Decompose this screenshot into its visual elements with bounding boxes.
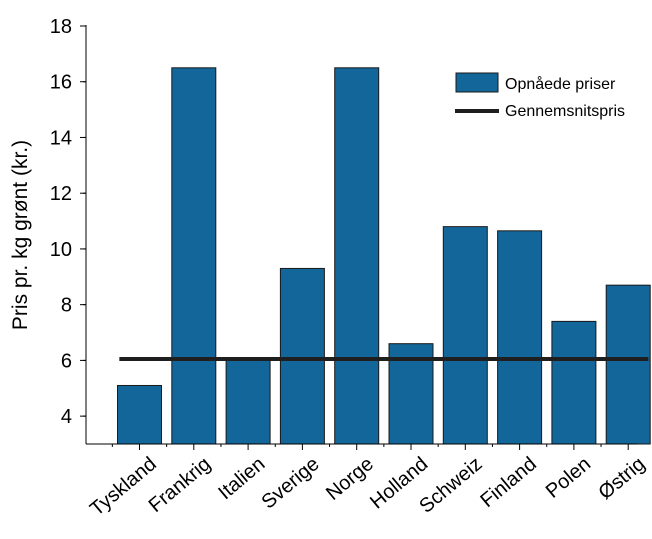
x-tick-label-sverige: Sverige <box>258 453 324 513</box>
y-tick-label: 6 <box>61 350 72 372</box>
y-tick-label: 10 <box>50 239 72 261</box>
bar-group <box>117 67 651 445</box>
legend-label-line: Gennemsnitspris <box>505 103 625 120</box>
bar-schweiz <box>442 226 488 445</box>
y-tick-label: 4 <box>61 406 72 428</box>
y-tick-label: 16 <box>50 72 72 94</box>
x-tick-label-frankrig: Frankrig <box>145 453 215 517</box>
y-tick-label: 8 <box>61 295 72 317</box>
bar-norge <box>334 67 380 445</box>
bar-sverige <box>279 267 325 445</box>
bar-italien <box>225 359 271 445</box>
bar-polen <box>551 320 597 445</box>
y-tick-label: 14 <box>50 127 72 149</box>
x-tick-label-østrig: Østrig <box>594 453 649 504</box>
legend-swatch-bars <box>455 72 499 93</box>
x-tick-label-finland: Finland <box>476 453 540 512</box>
bar-tyskland <box>117 384 162 445</box>
x-tick-label-polen: Polen <box>542 453 595 503</box>
bar-frankrig <box>171 67 217 445</box>
y-axis-title: Pris pr. kg grønt (kr.) <box>9 140 32 330</box>
legend: Opnåede priser Gennemsnitspris <box>455 72 625 120</box>
bar-østrig <box>605 284 651 445</box>
y-tick-label: 18 <box>50 16 72 38</box>
x-tick-label-tyskland: Tyskland <box>86 453 161 521</box>
y-tick-label: 12 <box>50 183 72 205</box>
legend-label-bars: Opnåede priser <box>505 75 616 93</box>
bar-finland <box>497 230 543 445</box>
